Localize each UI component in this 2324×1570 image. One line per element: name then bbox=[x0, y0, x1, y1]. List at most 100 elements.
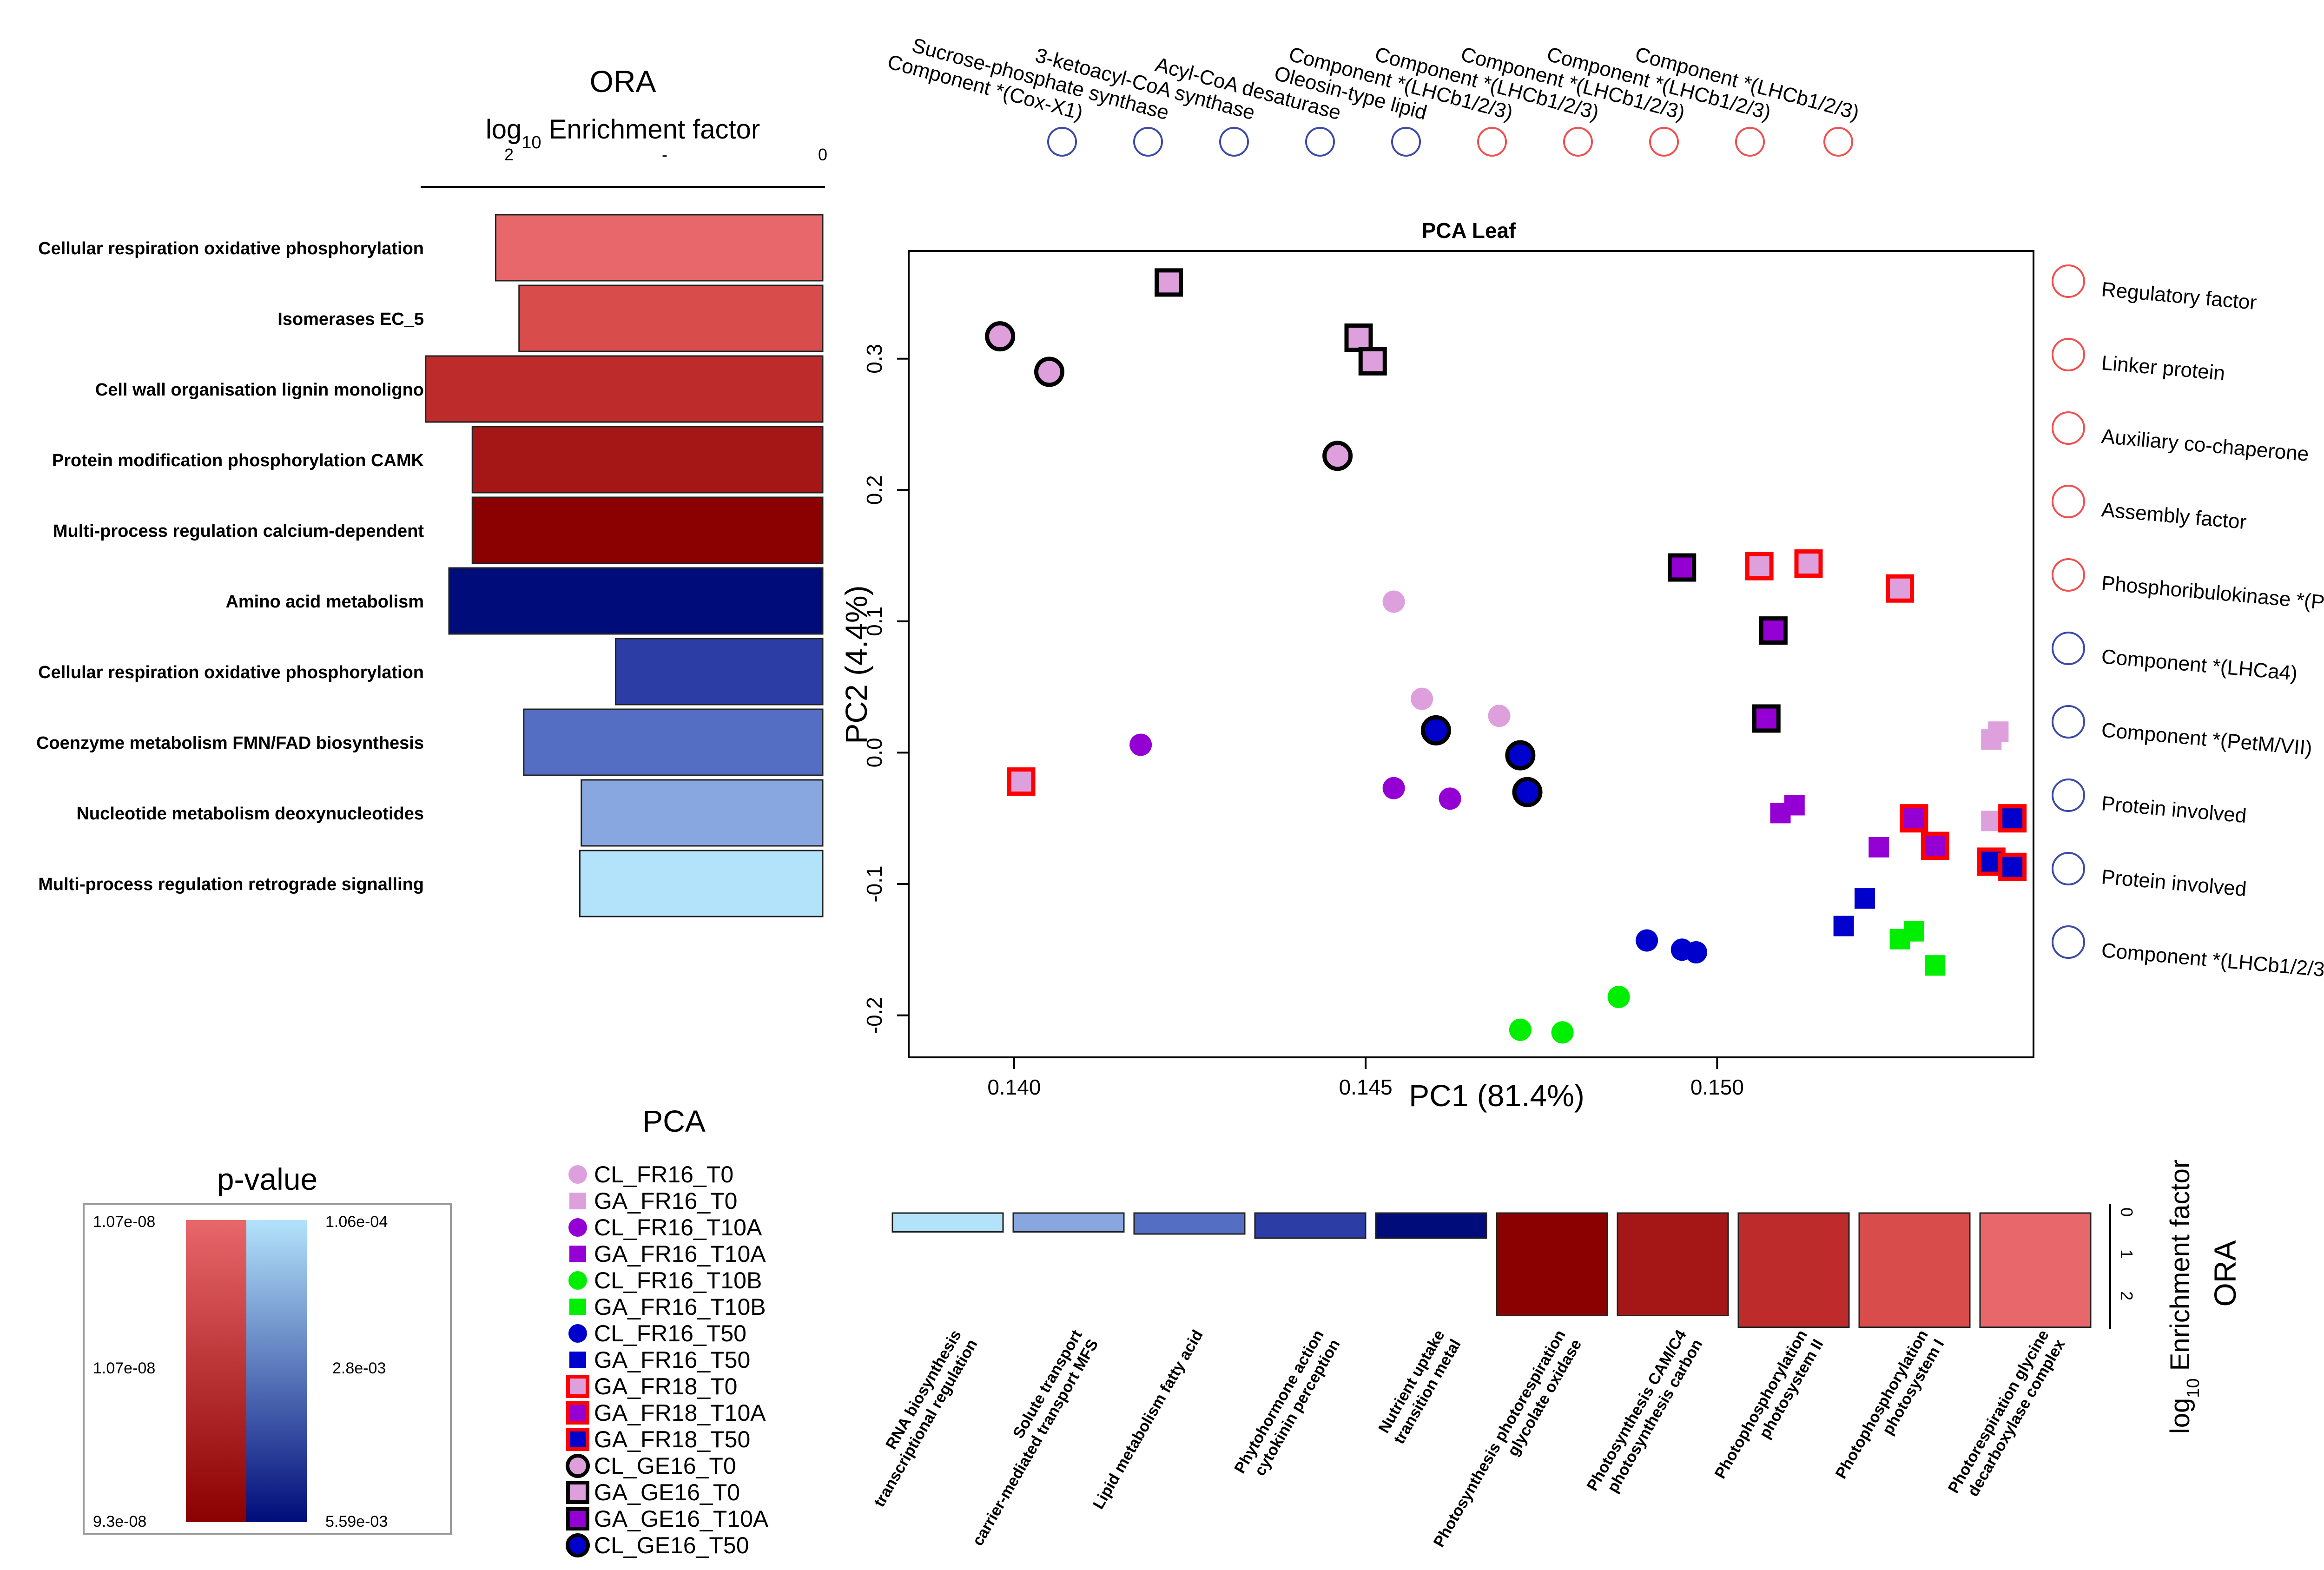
ora-bottom-bar-label-line: decarboxylase complex bbox=[1964, 1336, 2069, 1499]
pca-plot-frame bbox=[908, 250, 2034, 1058]
pca-legend-label: CL_FR16_T10B bbox=[594, 1267, 762, 1293]
ora-left-bar bbox=[448, 567, 824, 635]
ora-left-bar-label: Protein modification phosphorylation CAM… bbox=[52, 451, 424, 470]
pca-point bbox=[1868, 837, 1889, 858]
pca-x-tick-label: 0.150 bbox=[1690, 1075, 1744, 1099]
right-legend-marker bbox=[2052, 558, 2085, 592]
pca-legend-marker bbox=[566, 1428, 589, 1451]
pca-y-tick-label: -0.1 bbox=[862, 865, 886, 902]
right-legend-marker bbox=[2052, 705, 2085, 739]
right-legend-label: Protein involved bbox=[2100, 865, 2247, 901]
ora-bottom-panel: RNA biosynthesistranscriptional regulati… bbox=[871, 1160, 2242, 1550]
pca-point bbox=[1129, 733, 1152, 756]
ora-left-panel: ORA log10 Enrichment factor 2 - 0 Cellul… bbox=[36, 64, 827, 917]
pca-xlabel: PC1 (81.4%) bbox=[1409, 1078, 1585, 1113]
pca-y-tick-label: 0.3 bbox=[862, 344, 886, 374]
pca-point bbox=[1921, 831, 1949, 860]
pca-point bbox=[1411, 687, 1433, 710]
pca-point bbox=[1007, 767, 1036, 796]
pca-point bbox=[1889, 929, 1910, 950]
pca-point bbox=[1981, 729, 2002, 750]
ora-bottom-bar-label: Phytohormone actioncytokinin perception bbox=[1231, 1327, 1343, 1486]
pca-legend-label: GA_FR18_T0 bbox=[594, 1373, 737, 1399]
ora-bottom-bar-label-line: Photophosphorylation bbox=[1832, 1327, 1932, 1482]
ora-left-tick: 0 bbox=[818, 145, 827, 164]
pca-legend-marker bbox=[566, 1507, 589, 1530]
pca-point bbox=[1981, 811, 2002, 831]
ora-left-bar bbox=[471, 496, 824, 564]
ora-left-bar-label: Coenzyme metabolism FMN/FAD biosynthesis bbox=[36, 733, 424, 753]
ora-bottom-bar bbox=[1617, 1212, 1729, 1316]
pca-legend-label: GA_FR16_T10A bbox=[594, 1241, 766, 1267]
ora-bottom-bar-label-line: carrier-mediated transport MFS bbox=[969, 1336, 1102, 1549]
right-legend-label: Protein involved bbox=[2100, 792, 2247, 827]
pca-legend-marker bbox=[566, 1533, 590, 1557]
ora-left-bar-label: Multi-process regulation calcium-depende… bbox=[53, 521, 424, 541]
pvalue-panel: p-value 1.07e-08 1.07e-08 9.3e-08 1.06e-… bbox=[83, 1162, 452, 1535]
ora-left-bar bbox=[614, 638, 824, 706]
pca-legend-label: GA_FR18_T10A bbox=[594, 1400, 766, 1426]
pca-legend-label: GA_FR16_T10B bbox=[594, 1294, 766, 1320]
ora-left-bar-label: Cellular respiration oxidative phosphory… bbox=[38, 663, 424, 682]
ora-left-bar bbox=[579, 850, 824, 917]
pca-legend-marker bbox=[568, 1271, 587, 1290]
ora-bottom-bar bbox=[1979, 1212, 2092, 1328]
ora-left-axis-label: log10 Enrichment factor bbox=[486, 114, 760, 152]
pca-point bbox=[1886, 574, 1915, 603]
top-legend-marker bbox=[1133, 127, 1163, 157]
pca-point bbox=[1420, 715, 1451, 745]
pca-point bbox=[1358, 347, 1387, 376]
pca-y-tick-label: 0.1 bbox=[862, 607, 886, 636]
ora-left-bar bbox=[518, 284, 824, 352]
ora-bottom-bar-label-line: transcriptional regulation bbox=[871, 1336, 981, 1510]
pca-legend-marker bbox=[566, 1401, 589, 1425]
ora-bottom-title: ORA bbox=[2208, 1240, 2242, 1306]
pca-point bbox=[1794, 549, 1823, 578]
pvalue-right-label: 5.59e-03 bbox=[325, 1513, 388, 1530]
pca-point bbox=[1900, 804, 1928, 833]
right-legend-label: Component *(LHCb1/2/3) bbox=[2100, 939, 2324, 982]
pvalue-red-gradient bbox=[186, 1220, 246, 1522]
pca-point bbox=[1998, 852, 2027, 881]
ora-bottom-tick: 1 bbox=[2117, 1249, 2136, 1259]
pca-point bbox=[1770, 803, 1791, 824]
right-legend-marker bbox=[2052, 485, 2085, 518]
ora-left-bar bbox=[495, 214, 824, 282]
pca-point bbox=[1034, 356, 1064, 387]
pvalue-blue-gradient bbox=[246, 1220, 307, 1522]
ora-bottom-bar bbox=[1375, 1212, 1487, 1239]
right-legend-marker bbox=[2052, 338, 2085, 371]
pca-point bbox=[1685, 941, 1707, 963]
pca-point bbox=[1833, 916, 1854, 937]
pca-legend-label: CL_GE16_T0 bbox=[594, 1453, 736, 1479]
right-legend-marker bbox=[2052, 411, 2085, 445]
top-legend-marker bbox=[1047, 127, 1077, 157]
ora-bottom-tick: 2 bbox=[2117, 1291, 2136, 1300]
ora-bottom-bar bbox=[1858, 1212, 1971, 1328]
pca-point bbox=[1155, 268, 1183, 297]
pca-legend-label: CL_FR16_T50 bbox=[594, 1320, 746, 1346]
ora-left-bar-label: Cellular respiration oxidative phosphory… bbox=[38, 239, 424, 258]
pca-point bbox=[1344, 323, 1373, 352]
pca-point bbox=[1668, 553, 1697, 582]
pca-legend-marker bbox=[569, 1352, 586, 1368]
pca-x-tick-label: 0.145 bbox=[1339, 1075, 1393, 1099]
ora-bottom-bar-label: Nutrient uptaketransition metal bbox=[1374, 1327, 1464, 1447]
pca-panel: PCA Leaf 0.140 0.145 0.150-0.2-0.10.00.10.… bbox=[839, 218, 2034, 1113]
pca-point bbox=[1509, 1018, 1532, 1041]
ora-left-bar bbox=[523, 708, 824, 776]
ora-bottom-bar-label: Photorespiration glycinedecarboxylase co… bbox=[1945, 1327, 2069, 1505]
ora-bottom-bar-label-line: Photosynthesis CAM/C4 bbox=[1584, 1327, 1690, 1494]
pca-points bbox=[985, 268, 2027, 1044]
pca-legend-marker bbox=[569, 1193, 586, 1209]
ora-left-bar bbox=[581, 779, 824, 847]
ora-left-bar bbox=[471, 426, 824, 494]
pca-legend: PCA CL_FR16_T0GA_FR16_T0CL_FR16_T10AGA_F… bbox=[566, 1104, 769, 1558]
pca-point bbox=[1607, 986, 1630, 1009]
pca-title: PCA Leaf bbox=[1422, 218, 1516, 243]
pca-y-tick-label: -0.2 bbox=[862, 997, 886, 1034]
ora-bottom-bar-label-line: Photophosphorylation bbox=[1711, 1327, 1811, 1482]
top-legend-marker bbox=[1563, 127, 1593, 157]
ora-bottom-bar-label: Photophosphorylationphotosystem I bbox=[1832, 1327, 1948, 1491]
pvalue-title: p-value bbox=[217, 1162, 317, 1196]
